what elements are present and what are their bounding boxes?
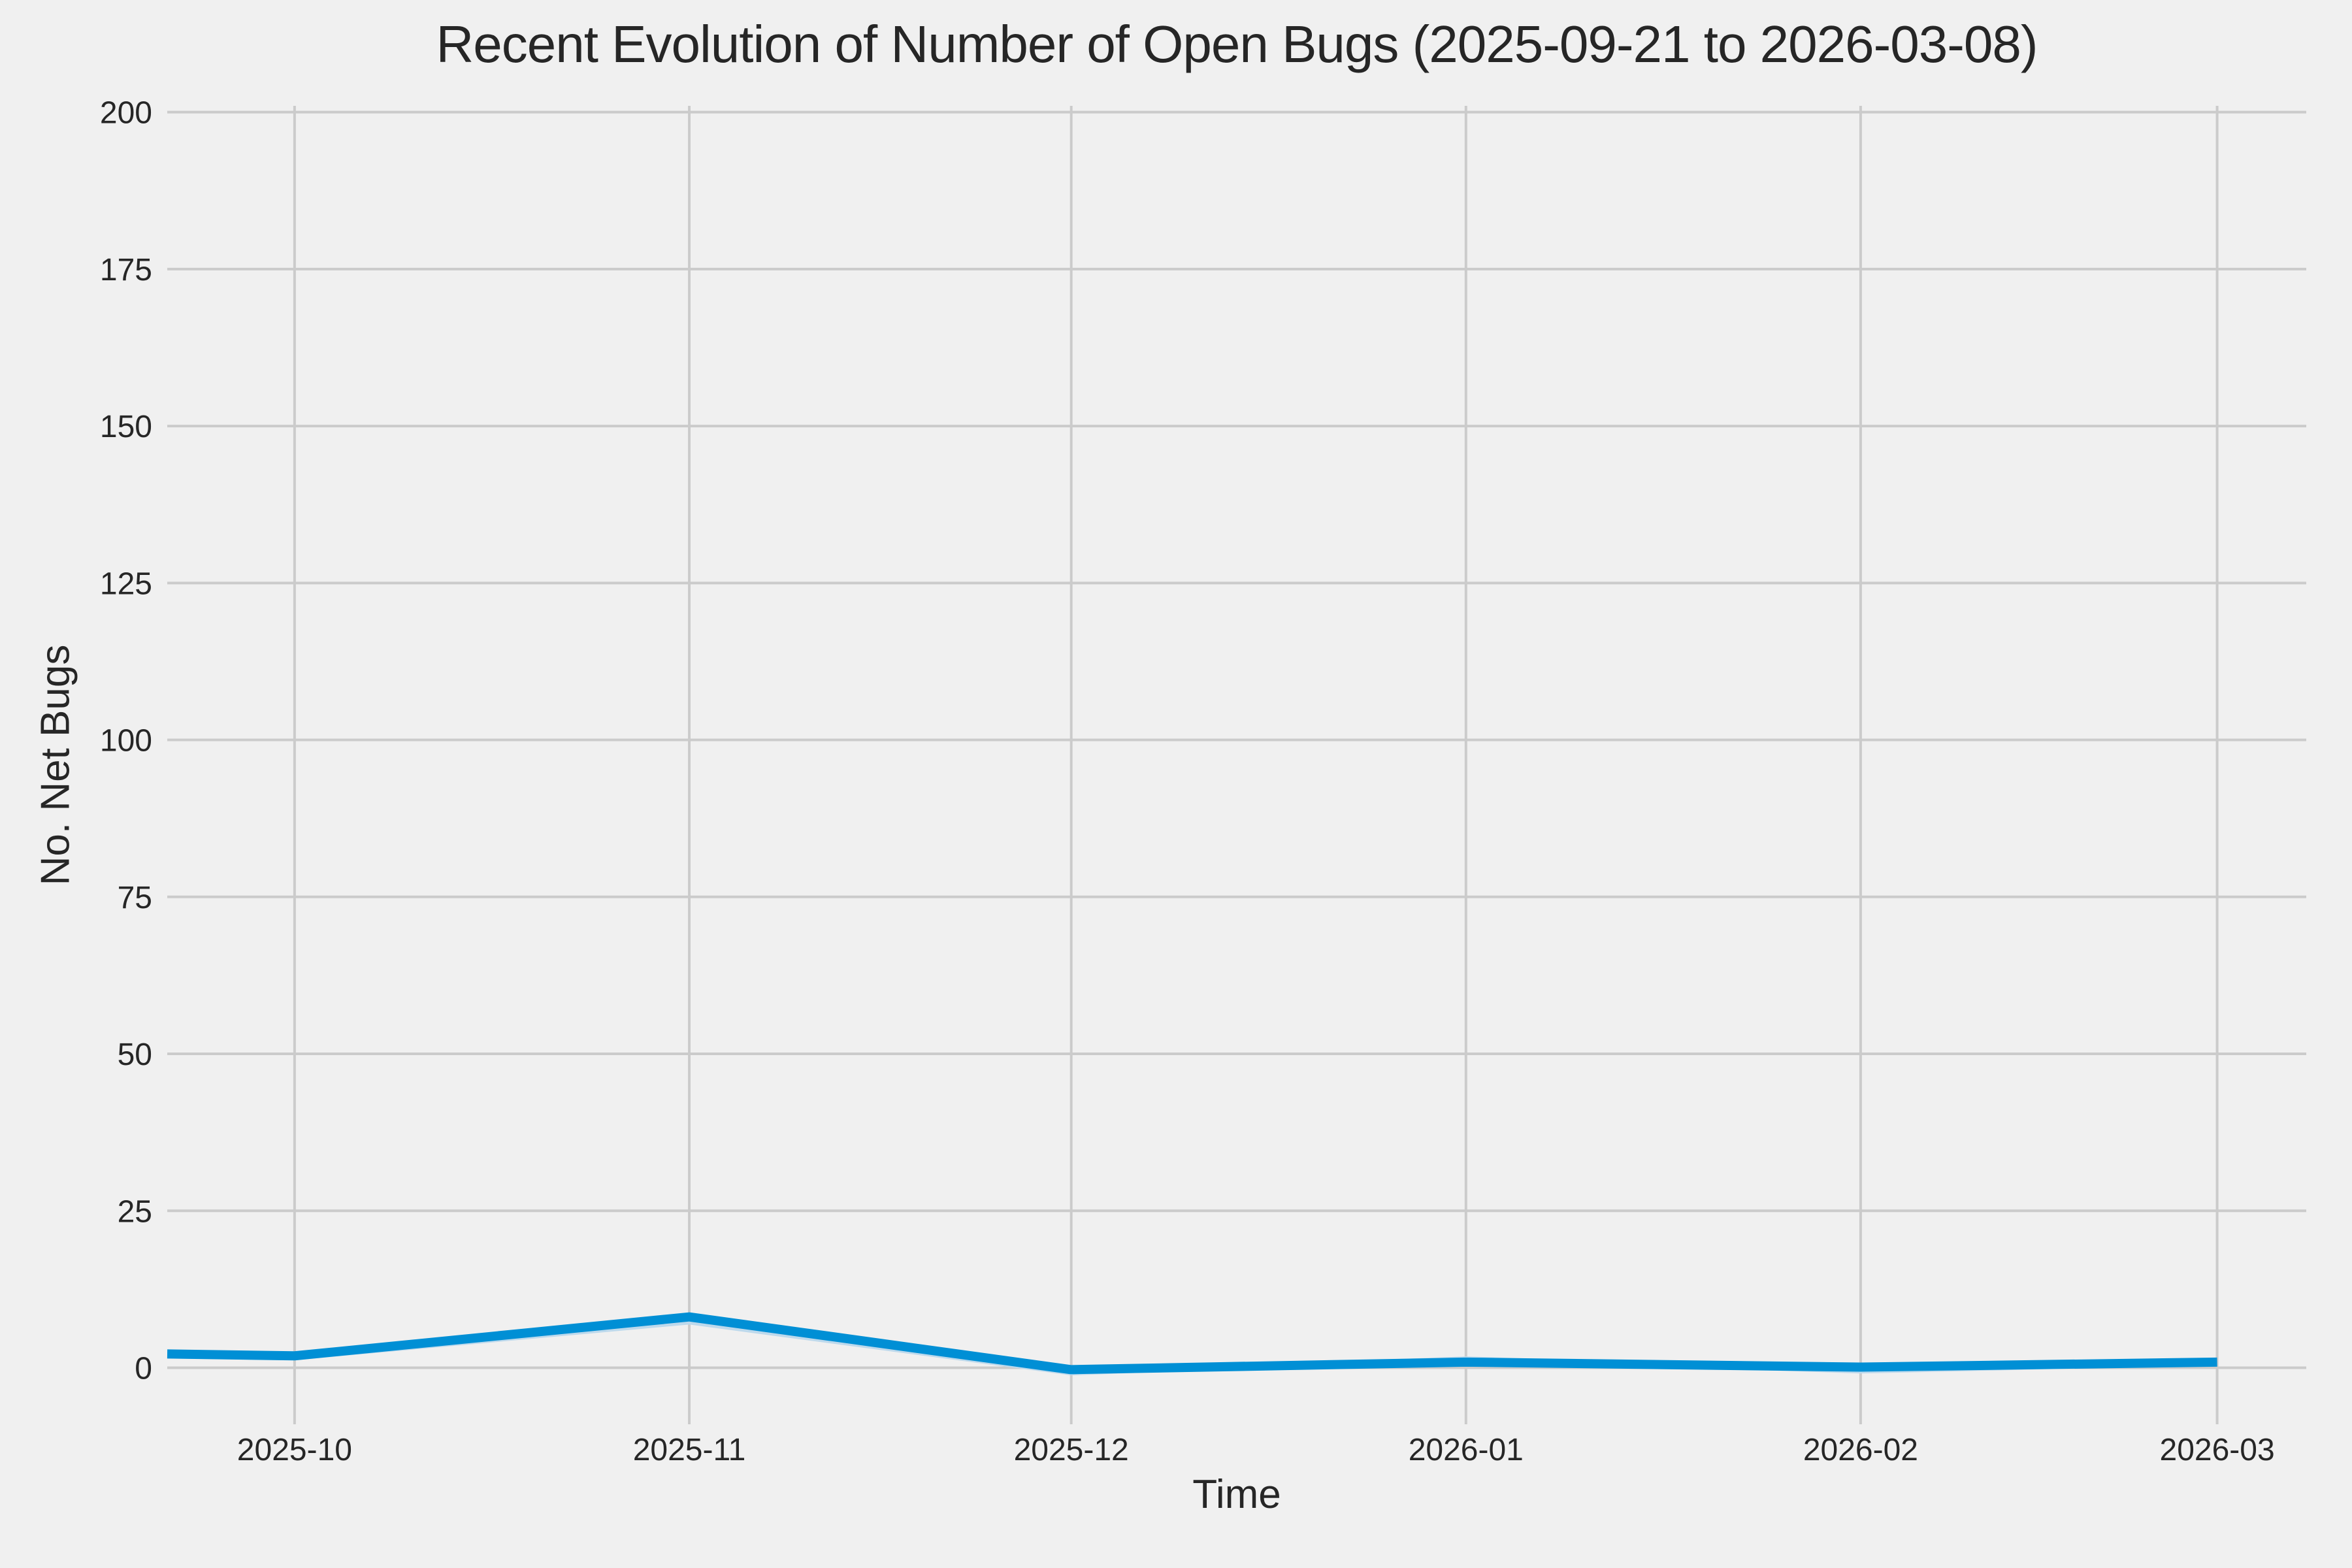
y-axis-label: No. Net Bugs: [33, 644, 78, 886]
y-tick-label: 25: [118, 1194, 152, 1229]
x-tick-label: 2025-10: [237, 1433, 352, 1467]
y-tick-label: 200: [100, 96, 152, 131]
y-tick-label: 150: [100, 410, 152, 444]
x-tick-label: 2025-12: [1014, 1433, 1129, 1467]
x-tick-label: 2026-02: [1803, 1433, 1918, 1467]
chart-title: Recent Evolution of Number of Open Bugs …: [436, 15, 2038, 73]
y-tick-label: 175: [100, 253, 152, 287]
x-tick-label: 2026-03: [2160, 1433, 2275, 1467]
y-tick-label: 125: [100, 566, 152, 601]
y-tick-label: 50: [118, 1037, 152, 1072]
y-tick-label: 100: [100, 724, 152, 759]
x-tick-label: 2025-11: [633, 1433, 746, 1467]
y-tick-label: 0: [135, 1352, 152, 1386]
series-net-open-bugs: [167, 1312, 2217, 1375]
x-tick-label: 2026-01: [1409, 1433, 1524, 1467]
x-axis-label: Time: [1192, 1472, 1281, 1517]
y-tick-label: 75: [118, 881, 152, 915]
